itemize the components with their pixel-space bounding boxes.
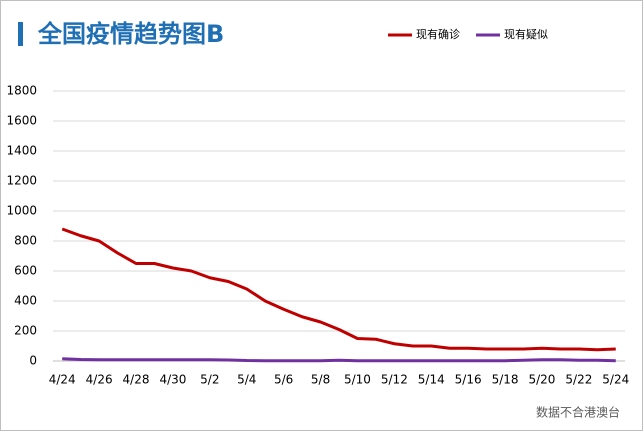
y-tick-label: 200 (14, 324, 37, 338)
y-tick-label: 1200 (6, 174, 37, 188)
x-tick-label: 5/24 (602, 373, 629, 387)
x-tick-label: 5/14 (418, 373, 445, 387)
y-tick-label: 0 (29, 354, 37, 368)
x-tick-label: 5/8 (311, 373, 330, 387)
y-tick-label: 1600 (6, 114, 37, 128)
y-tick-label: 1800 (6, 84, 37, 98)
x-tick-label: 4/24 (49, 373, 76, 387)
y-tick-label: 1000 (6, 204, 37, 218)
x-tick-label: 5/16 (455, 373, 482, 387)
y-tick-label: 800 (14, 234, 37, 248)
title-bar (18, 22, 23, 46)
chart-title: 全国疫情趋势图B (37, 20, 224, 48)
x-tick-label: 5/6 (274, 373, 293, 387)
x-tick-label: 4/26 (86, 373, 113, 387)
source-note: 数据不合港澳台 (536, 405, 620, 420)
series-line (61, 227, 616, 352)
x-tick-label: 4/30 (159, 373, 186, 387)
y-tick-label: 1400 (6, 144, 37, 158)
y-tick-label: 600 (14, 264, 37, 278)
legend-label: 现有确诊 (416, 27, 460, 41)
x-tick-label: 5/22 (565, 373, 592, 387)
x-tick-label: 5/18 (492, 373, 519, 387)
x-tick-label: 4/28 (123, 373, 150, 387)
y-tick-label: 400 (14, 294, 37, 308)
x-tick-label: 5/2 (200, 373, 219, 387)
x-tick-label: 5/12 (381, 373, 408, 387)
x-tick-label: 5/4 (237, 373, 256, 387)
x-tick-label: 5/10 (344, 373, 371, 387)
x-tick-label: 5/20 (528, 373, 555, 387)
legend-label: 现有疑似 (504, 27, 548, 41)
series-line (62, 357, 616, 363)
